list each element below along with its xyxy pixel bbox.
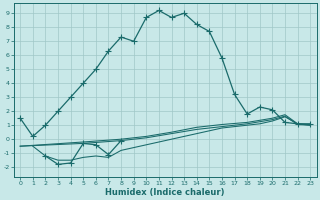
X-axis label: Humidex (Indice chaleur): Humidex (Indice chaleur)	[106, 188, 225, 197]
